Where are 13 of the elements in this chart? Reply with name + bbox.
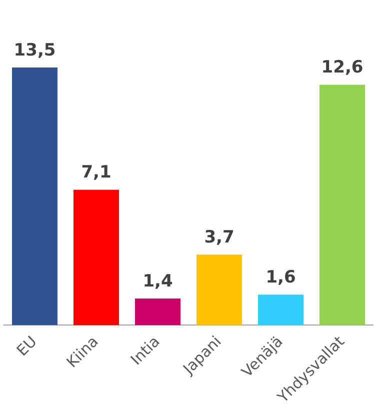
bar: [319, 84, 366, 326]
bar: [12, 68, 58, 326]
data-label: 7,1: [81, 162, 112, 183]
bar: [73, 190, 120, 326]
data-label: 1,6: [266, 268, 296, 288]
bar: [134, 298, 181, 326]
bar: [258, 294, 304, 326]
x-tick-label: EU: [13, 332, 40, 360]
bar: [196, 254, 242, 326]
data-label: 13,5: [14, 40, 56, 60]
data-label: 12,6: [321, 58, 364, 78]
data-label: 3,7: [204, 228, 234, 248]
data-label: 1,4: [142, 271, 173, 292]
